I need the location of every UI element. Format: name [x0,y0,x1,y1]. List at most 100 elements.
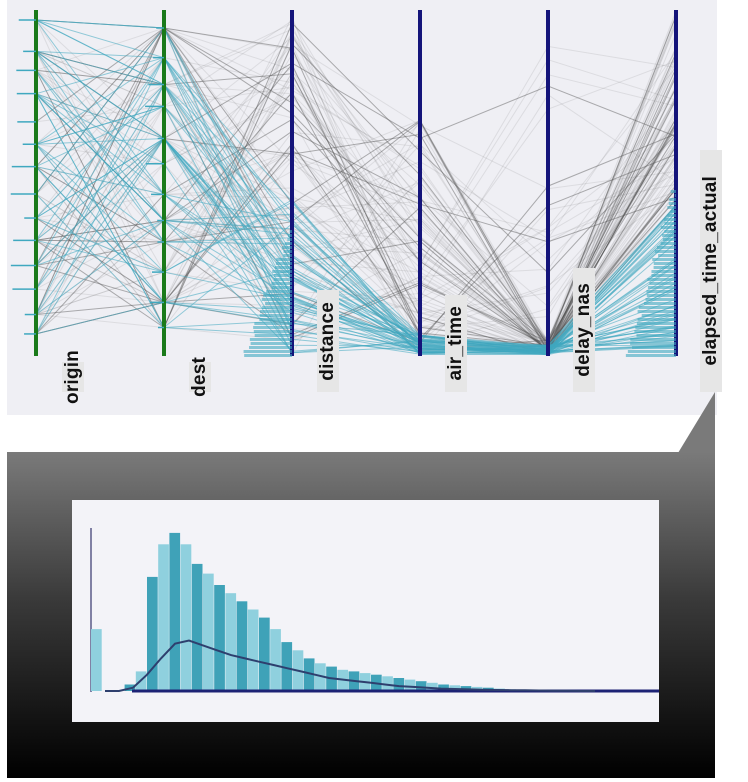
axis-density-bar [275,262,292,265]
data-polyline [35,137,677,354]
axis-density-bar [664,222,676,225]
axis-density-bar [261,298,292,301]
axis-density-bar [253,330,292,333]
data-polyline [35,19,677,342]
axis-density-bar [653,262,676,265]
axis-label-air-time[interactable]: air_time [445,295,467,392]
data-polyline [35,15,677,346]
data-polyline [35,43,677,344]
axis-density-bar [670,190,676,193]
histogram-bar [147,576,158,691]
axis-density-bar [289,230,292,233]
axis-density-bar [288,234,292,237]
axis-density-bar [654,250,676,253]
histogram-bar [382,676,393,691]
data-polyline [35,43,677,345]
data-polyline [35,54,677,351]
axis-density-bar [646,294,676,297]
data-polyline [35,27,677,343]
data-polyline [35,15,677,336]
axis-density-bar [285,242,292,245]
histogram-bars [91,532,561,692]
axis-density-bar [664,230,676,233]
data-polyline [35,27,677,350]
axis-density-bar [253,326,292,329]
axis-density-bar [625,354,676,357]
axis-density-bar [273,278,292,281]
axis-density-bar [271,286,292,289]
axis-density-bar [287,238,292,241]
histogram-bar [247,609,259,691]
axis-density-bar [265,302,292,305]
data-polyline [35,96,677,343]
axis-density-bar [254,322,292,325]
histogram-bar [236,601,248,691]
histogram-bar [259,617,270,691]
axis-density-bar [643,302,676,305]
data-polyline [35,150,677,315]
axis-density-bar [660,226,676,229]
axis-label-elapsed-time-actual[interactable]: elapsed_time_actual [700,150,722,392]
histogram-bar [427,682,438,691]
data-polyline [35,27,677,299]
data-polyline [35,74,677,315]
data-polyline [35,19,677,346]
axis-density-bar [283,254,292,257]
axis-label-distance[interactable]: distance [317,290,339,392]
axis-density-bar [244,354,292,357]
axis-density-bar [636,322,676,325]
axis-density-bar [634,330,676,333]
axis-density-bar [627,350,676,353]
axis-density-bar [670,210,676,213]
axis-density-bar [647,286,676,289]
axis-density-bar [259,318,292,321]
axis-density-bar [637,310,676,313]
axis-density-bar [272,270,292,273]
data-polyline [35,156,677,325]
data-polyline [35,57,677,348]
axis-label-dest[interactable]: dest [189,357,211,397]
axis-density-bar [637,318,676,321]
data-polyline [35,120,677,353]
data-polyline [35,50,677,352]
data-polyline [35,105,677,356]
histogram-bar [203,573,214,691]
axis-density-bar [651,270,676,273]
data-polyline [35,57,677,342]
axis-density-bar [250,342,292,345]
axis-density-bar [263,294,292,297]
axis-density-bar [243,350,292,353]
histogram-bar [415,681,427,691]
histogram-bar [404,679,416,691]
axis-density-bar [669,198,676,201]
axis-density-bar [638,306,676,309]
axis-density-bar [641,314,676,317]
axis-density-bar [674,194,676,197]
axis-label-origin[interactable]: origin [62,350,84,404]
axis-density-bar [645,298,676,301]
data-polyline [35,118,677,351]
axis-density-bar [282,246,292,249]
axis-label-delay-nas[interactable]: delay_nas [573,268,595,392]
histogram-chart [90,528,659,693]
axis-density-bar [259,314,292,317]
axis-density-bar [662,238,676,241]
axis-density-bar [652,258,676,261]
axis-density-bar [660,242,676,245]
histogram-bar [191,563,203,691]
data-polyline [35,71,677,347]
axis-density-bar [254,334,292,337]
data-polyline [35,24,677,346]
data-polyline [35,27,677,352]
histogram-bar [270,629,281,691]
axis-density-bar [273,274,292,277]
axis-density-bar [662,234,676,237]
data-polyline [35,91,677,347]
data-polyline [35,19,677,347]
data-polyline [35,93,677,349]
data-polyline [35,84,677,353]
axis-density-bar [259,310,292,313]
axis-density-bar [667,214,676,217]
axis-density-bar [630,342,676,345]
axis-density-bar [663,218,676,221]
